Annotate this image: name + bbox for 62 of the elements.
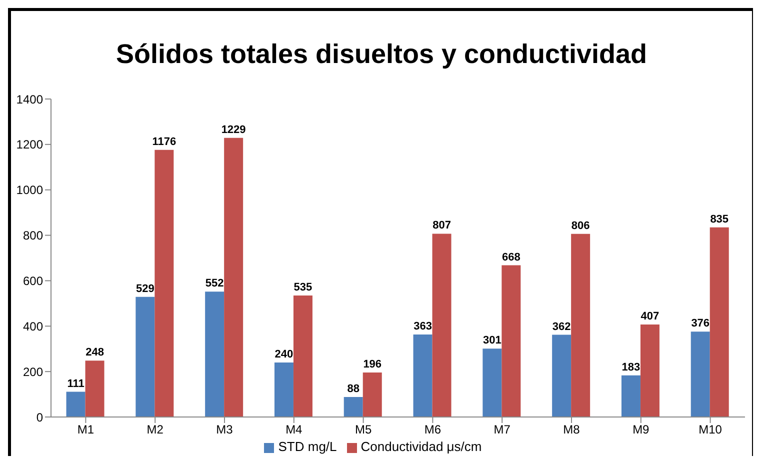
data-label: 376 (691, 318, 710, 330)
data-label: 240 (274, 348, 294, 360)
y-tick-label: 600 (22, 274, 44, 288)
data-label: 806 (571, 220, 590, 232)
bar (205, 292, 224, 417)
legend-label: Conductividad μs/cm (360, 439, 482, 454)
x-tick-label: M7 (494, 422, 511, 437)
data-label: 88 (347, 383, 360, 396)
bar (362, 372, 382, 417)
data-label: 552 (205, 278, 224, 290)
data-label: 1229 (221, 124, 246, 136)
y-tick-label: 1200 (16, 138, 44, 152)
x-tick-label: M3 (216, 422, 234, 437)
y-tick-label: 1000 (16, 183, 44, 198)
data-label: 363 (414, 320, 432, 333)
x-tick-label: M2 (146, 422, 164, 437)
data-label: 362 (552, 320, 571, 333)
bar (482, 348, 502, 417)
bar (344, 397, 363, 417)
bar (66, 392, 86, 417)
chart-title: Sólidos totales disueltos y conductividad (114, 39, 648, 71)
data-label: 1176 (152, 136, 176, 148)
data-label: 196 (363, 358, 382, 370)
x-tick-label: M8 (563, 422, 580, 437)
data-label: 535 (294, 281, 312, 294)
y-tick-label: 800 (22, 228, 44, 243)
x-tick-label: M9 (632, 422, 650, 437)
bar (274, 362, 294, 417)
legend-label: STD mg/L (278, 439, 337, 454)
bar (571, 234, 590, 417)
bar (640, 324, 660, 417)
x-tick-label: M5 (354, 422, 372, 437)
x-tick-label: M1 (77, 422, 94, 437)
bar (432, 234, 452, 417)
data-label: 111 (67, 378, 84, 390)
data-label: 248 (86, 346, 104, 359)
data-label: 807 (432, 220, 451, 232)
bar (413, 334, 432, 417)
data-label: 668 (502, 251, 520, 264)
bar (154, 150, 174, 417)
bar (710, 227, 729, 417)
bar (136, 296, 155, 417)
bar (224, 138, 244, 417)
y-tick-label: 400 (22, 319, 44, 334)
data-label: 183 (622, 361, 640, 374)
y-tick-label: 1400 (16, 92, 44, 106)
data-label: 529 (136, 282, 154, 295)
bar (293, 295, 312, 417)
data-label: 835 (710, 213, 729, 226)
bar (690, 332, 710, 417)
bar (552, 334, 572, 417)
x-tick-label: M10 (698, 422, 722, 437)
bar (502, 265, 521, 417)
x-tick-label: M6 (424, 422, 442, 437)
data-label: 301 (482, 334, 502, 347)
data-label: 407 (640, 310, 660, 323)
bar (85, 360, 104, 417)
x-tick-label: M4 (286, 422, 303, 437)
chart-frame: Sólidos totales disueltos y conductividad STD mg/L Conductividad μs/cm M1 M2 M3 M4 M5 M6 M7 M8 M9 M10 0 200 400 600 800 1000 1200 1400 111 529 552 240 88 363 301 362 183 376 248 1176 1229 535 196 807 668 806 407 835 (8, 8, 753, 456)
y-tick-label: 200 (22, 364, 44, 379)
bar (621, 375, 640, 417)
y-tick-label: 0 (36, 410, 44, 424)
